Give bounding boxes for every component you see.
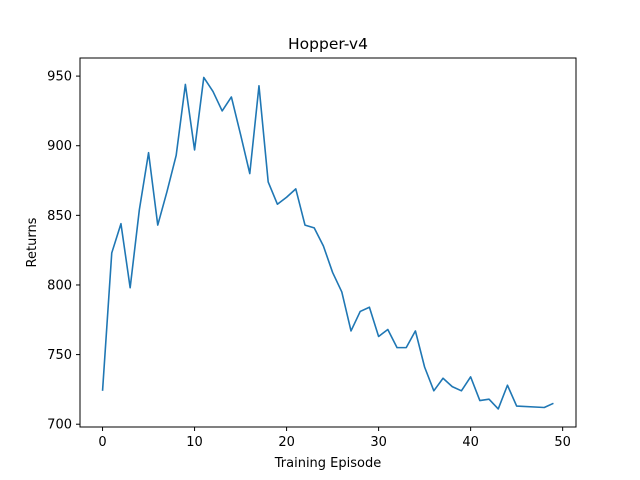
x-tick-label: 10	[186, 435, 203, 450]
y-tick-label: 700	[47, 418, 72, 433]
x-tick-label: 50	[554, 435, 571, 450]
series-line	[101, 76, 554, 410]
plot-area	[101, 76, 554, 410]
y-tick-label: 950	[47, 70, 72, 85]
y-tick-label: 750	[47, 348, 72, 363]
axis-ticks: 0 10 20 30 40 50 700 750 800 850 900 950	[47, 70, 571, 450]
x-tick-label: 40	[462, 435, 479, 450]
axes-frame	[79, 57, 577, 428]
x-axis-label: Training Episode	[274, 456, 381, 471]
y-tick-label: 900	[47, 139, 72, 154]
y-tick-label: 800	[47, 278, 72, 293]
y-tick-label: 850	[47, 209, 72, 224]
x-tick-label: 0	[98, 435, 106, 450]
y-axis-label: Returns	[25, 217, 40, 267]
x-tick-label: 30	[370, 435, 387, 450]
chart-title: Hopper-v4	[288, 35, 368, 53]
x-tick-label: 20	[278, 435, 295, 450]
